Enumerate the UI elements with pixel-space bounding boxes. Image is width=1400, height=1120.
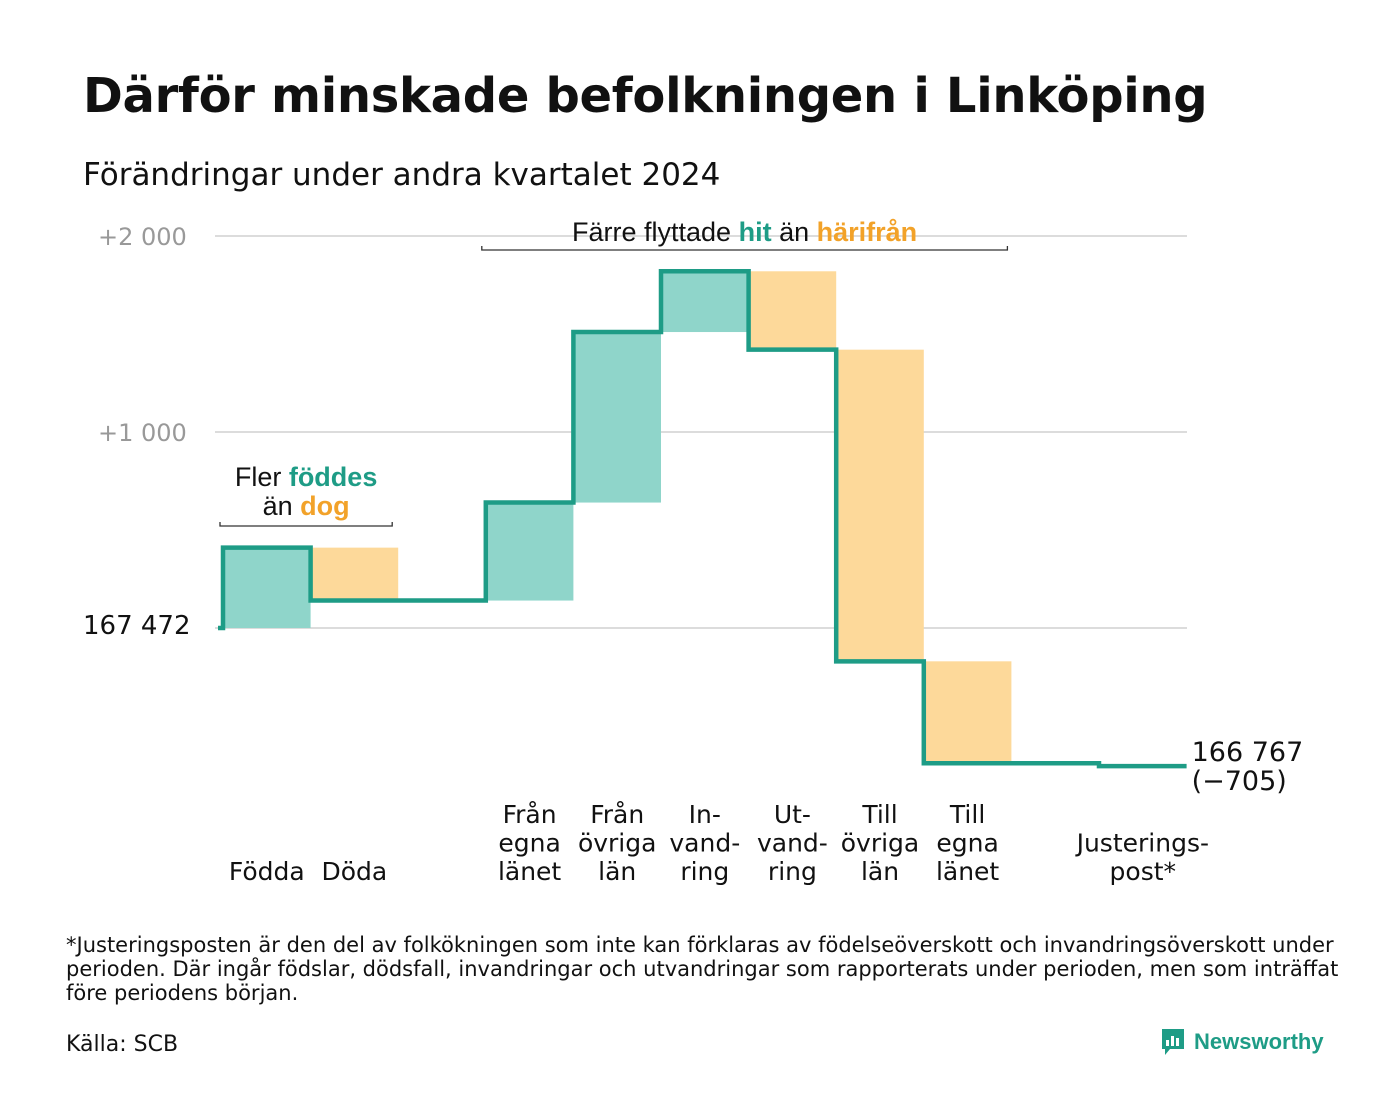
category-label: Döda (322, 857, 388, 886)
brand-name: Newsworthy (1194, 1029, 1324, 1054)
brand-logo: Newsworthy (1160, 1027, 1324, 1057)
category-label: ring (680, 857, 729, 886)
category-label: Födda (229, 857, 305, 886)
births-annotation-line2: än dog (263, 491, 350, 521)
start-value-label: 167 472 (83, 611, 191, 641)
moves-annotation: Färre flyttade hit än härifrån (572, 217, 917, 247)
category-label: egna (936, 829, 998, 858)
category-label: Till (861, 800, 897, 829)
category-label: vand- (669, 829, 740, 858)
category-label: Till (949, 800, 985, 829)
chart-title: Därför minskade befolkningen i Linköping (83, 68, 1208, 124)
y-tick-label: +1 000 (98, 419, 187, 447)
increase-bar (573, 332, 661, 503)
category-label: ring (768, 857, 817, 886)
category-label: övriga (841, 829, 920, 858)
chart-subtitle: Förändringar under andra kvartalet 2024 (83, 157, 721, 193)
category-label: län (598, 857, 636, 886)
category-label: In- (689, 800, 721, 829)
category-label: post* (1110, 857, 1177, 886)
end-change-label: (−705) (1192, 766, 1287, 797)
increase-bar (485, 502, 574, 601)
category-label: egna (498, 829, 560, 858)
y-tick-label: +2 000 (98, 223, 187, 251)
births-annotation-bracket (219, 522, 393, 527)
decrease-bar (748, 271, 837, 350)
category-label: vand- (757, 829, 828, 858)
category-label: län (861, 857, 899, 886)
increase-bar (661, 271, 749, 333)
category-label: Justerings- (1075, 829, 1209, 858)
waterfall-chart: +2 000 +1 000 167 472 166 767(−705) Födda Död… (83, 217, 1304, 886)
source-label: Källa: SCB (66, 1032, 179, 1057)
cumulative-step-line (218, 269, 1187, 769)
decrease-bar (836, 349, 924, 662)
category-label: Från (590, 800, 644, 829)
moves-annotation-bracket (481, 246, 1009, 251)
category-label: länet (936, 857, 999, 886)
births-annotation-line1: Fler föddes (235, 462, 378, 492)
decrease-bar (923, 661, 1012, 764)
newsworthy-logo-icon (1162, 1029, 1184, 1055)
decrease-bar (310, 547, 399, 601)
category-label: Ut- (774, 800, 811, 829)
category-label: övriga (578, 829, 657, 858)
increase-bar (223, 547, 311, 628)
footnote: *Justeringsposten är den del av folkökni… (66, 933, 1339, 1005)
category-label: länet (498, 857, 561, 886)
end-value-label: 166 767 (1192, 737, 1304, 768)
category-label: Från (503, 800, 557, 829)
